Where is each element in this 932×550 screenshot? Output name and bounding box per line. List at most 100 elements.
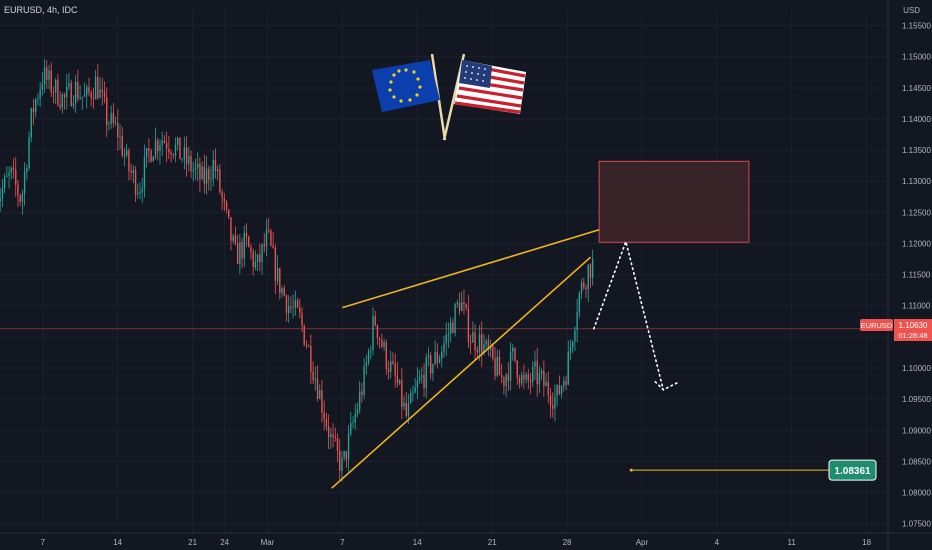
candle-body: [350, 423, 352, 434]
candle-body: [141, 188, 143, 192]
candle-body: [543, 370, 545, 387]
candle-body: [583, 282, 585, 288]
candle-body: [363, 366, 365, 395]
candle-body: [183, 147, 186, 160]
price-tick-label: 1.09000: [902, 426, 931, 435]
candle-body: [301, 312, 303, 326]
candle-body: [290, 306, 292, 308]
symbol-title[interactable]: EURUSD, 4h, IDC: [4, 5, 78, 15]
candle-body: [345, 451, 348, 460]
candle-body: [518, 377, 521, 384]
candle-body: [272, 245, 274, 248]
candle-body: [159, 145, 161, 152]
candle-body: [456, 302, 459, 305]
wedge-lower-line: [331, 256, 592, 489]
candle-body: [374, 316, 376, 326]
candle-body: [580, 282, 583, 294]
candle-body: [372, 316, 374, 351]
candle-body: [445, 334, 447, 343]
time-tick-label: 7: [340, 538, 345, 547]
drawings[interactable]: [331, 229, 829, 489]
candle-body: [199, 163, 201, 180]
candle-body: [134, 170, 137, 195]
candle-body: [481, 334, 483, 354]
candle-body: [276, 268, 279, 282]
candle-body: [119, 135, 121, 138]
candle-body: [41, 84, 44, 90]
candle-body: [376, 325, 379, 339]
candle-body: [172, 154, 174, 156]
candle-body: [478, 334, 481, 353]
candle-body: [101, 89, 103, 92]
candle-body: [576, 312, 578, 331]
candle-body: [283, 288, 285, 296]
target-price-tag[interactable]: 1.08361: [828, 459, 877, 481]
candle-body: [219, 169, 221, 192]
candle-body: [292, 307, 294, 309]
candle-body: [165, 142, 168, 149]
candle-body: [327, 426, 330, 438]
candle-body: [261, 244, 263, 263]
candle-body: [332, 434, 334, 437]
price-axis[interactable]: 1.15500 1.15000 1.14500 1.14000 1.13500 1.130…: [887, 0, 931, 550]
candle-body: [469, 341, 472, 343]
currency-label: USD: [903, 6, 920, 15]
candle-body: [574, 330, 576, 342]
candle-body: [268, 229, 270, 231]
candle-body: [527, 374, 530, 381]
candle-body: [241, 241, 243, 259]
candle-body: [270, 230, 272, 246]
candle-body: [137, 193, 139, 195]
candle-body: [254, 261, 257, 267]
candle-body: [560, 386, 563, 395]
time-axis[interactable]: 7 14 21 24 Mar 7 14 21 28 Apr 4 11 18: [0, 532, 932, 547]
candle-body: [48, 70, 50, 80]
candle-body: [274, 247, 277, 282]
candle-body: [552, 405, 554, 409]
candle-body: [494, 358, 496, 376]
candle-body: [354, 414, 356, 423]
candle-body: [423, 375, 425, 389]
candle-body: [589, 264, 592, 278]
candle-body: [447, 333, 450, 335]
candle-body: [296, 300, 299, 308]
candle-body: [77, 81, 79, 99]
price-tick-label: 1.09500: [902, 395, 931, 404]
price-tick-label: 1.15000: [902, 53, 931, 62]
time-tick-label: 14: [413, 538, 422, 547]
candle-body: [303, 325, 305, 345]
candle-body: [585, 287, 587, 290]
candle-body: [188, 155, 190, 164]
projection-path: [592, 238, 665, 391]
candle-body: [367, 350, 370, 363]
last-price-label: 1.10630: [899, 321, 928, 330]
candle-body: [63, 94, 66, 98]
candle-body: [467, 308, 470, 342]
candle-body: [114, 122, 117, 124]
time-tick-label: 7: [41, 538, 46, 547]
time-tick-label: 14: [113, 538, 122, 547]
candle-body: [203, 166, 206, 184]
price-tick-label: 1.10000: [902, 364, 931, 373]
candle-body: [59, 104, 61, 108]
candle-body: [174, 144, 177, 156]
candle-body: [232, 235, 234, 241]
candle-body: [6, 175, 8, 177]
candle-body: [287, 306, 290, 313]
candle-body: [512, 347, 514, 352]
candle-body: [256, 254, 259, 262]
candle-body: [505, 374, 507, 387]
candle-body: [201, 166, 203, 180]
candle-body: [230, 217, 232, 241]
candle-body: [181, 159, 183, 160]
candle-body: [429, 355, 432, 374]
candle-body: [8, 172, 10, 176]
candle-body: [54, 79, 57, 93]
candle-body: [132, 170, 135, 173]
supply-zone[interactable]: [598, 160, 750, 243]
candle-body: [94, 76, 97, 100]
candle-body: [392, 361, 394, 364]
candle-body: [21, 193, 24, 202]
candle-body: [15, 169, 17, 185]
